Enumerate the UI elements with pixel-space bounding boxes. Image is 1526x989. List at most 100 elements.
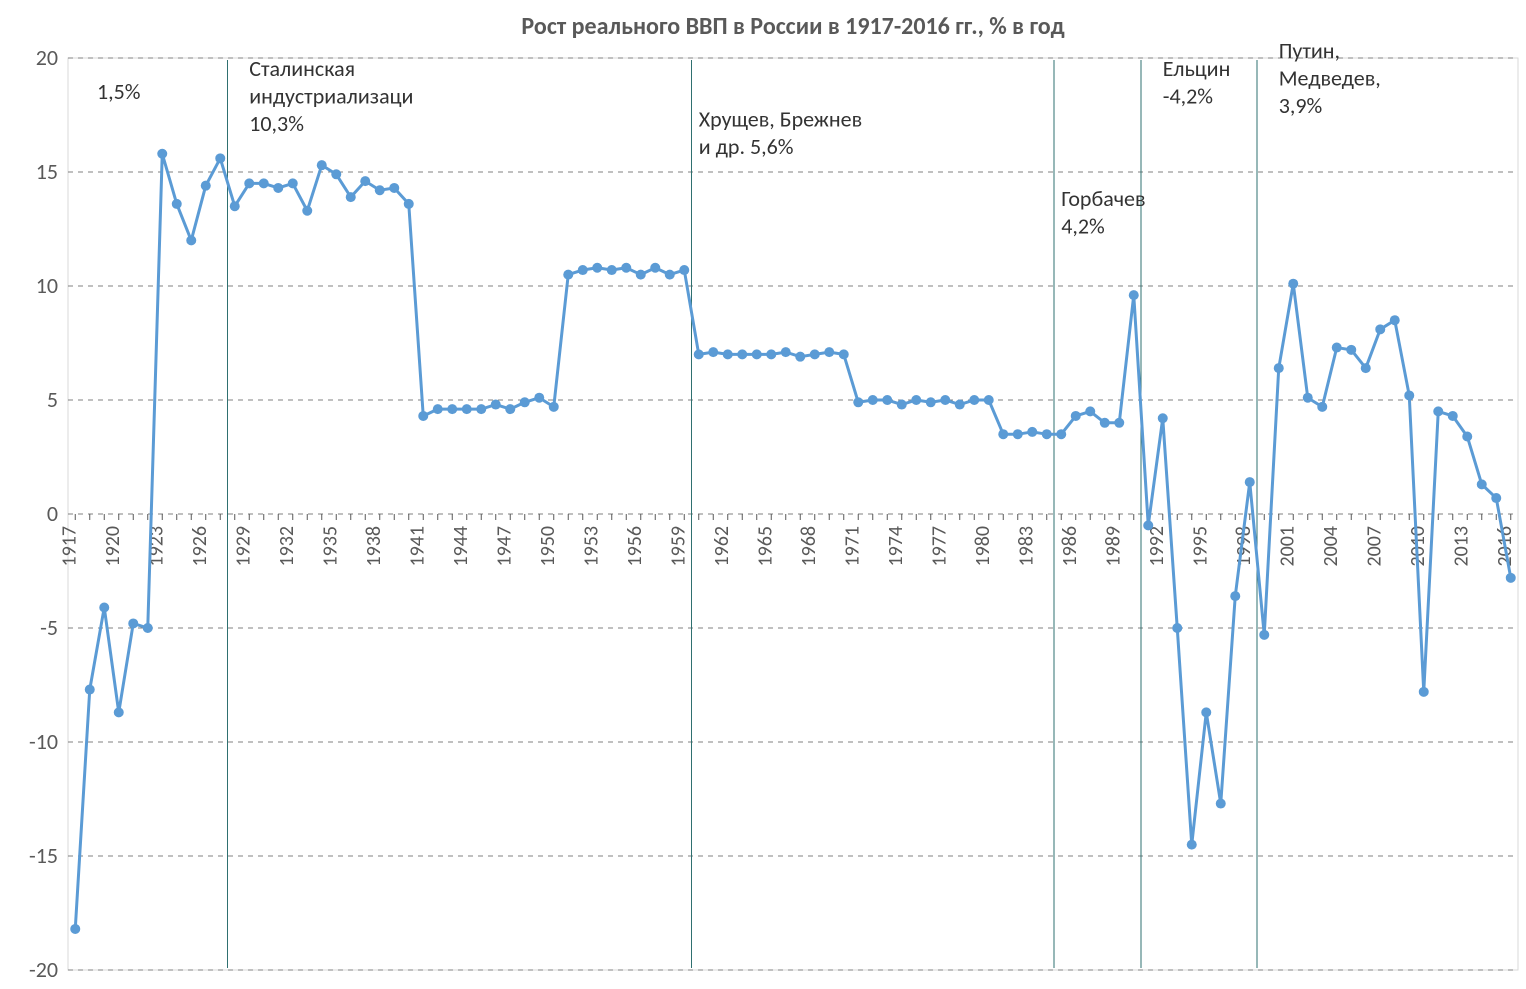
data-point (998, 429, 1008, 439)
x-tick-label: 1929 (231, 526, 255, 567)
data-point (1259, 630, 1269, 640)
data-point (534, 393, 544, 403)
data-point (389, 183, 399, 193)
period-annotation: Горбачев (1061, 185, 1145, 212)
data-point (230, 201, 240, 211)
x-tick-label: 1932 (275, 526, 299, 567)
data-point (897, 400, 907, 410)
data-point (447, 404, 457, 414)
data-point (839, 349, 849, 359)
data-point (520, 397, 530, 407)
data-point (128, 618, 138, 628)
data-point (665, 270, 675, 280)
y-tick-label: 10 (36, 272, 58, 299)
data-point (1462, 431, 1472, 441)
x-tick-label: 1950 (536, 526, 560, 567)
y-tick-label: 20 (36, 44, 58, 71)
data-point (491, 400, 501, 410)
data-point (99, 602, 109, 612)
data-point (1056, 429, 1066, 439)
data-point (708, 347, 718, 357)
data-point (418, 411, 428, 421)
data-point (563, 270, 573, 280)
data-point (882, 395, 892, 405)
data-point (795, 352, 805, 362)
data-point (1042, 429, 1052, 439)
x-tick-label: 2013 (1449, 526, 1473, 567)
x-tick-label: 1959 (666, 526, 690, 567)
data-point (1187, 840, 1197, 850)
data-point (1346, 345, 1356, 355)
data-point (462, 404, 472, 414)
y-tick-label: -15 (29, 842, 58, 869)
data-point (273, 183, 283, 193)
x-tick-label: 1983 (1014, 526, 1038, 567)
data-point (172, 199, 182, 209)
data-point (810, 349, 820, 359)
data-point (723, 349, 733, 359)
x-tick-label: 1989 (1101, 526, 1125, 567)
y-tick-label: -10 (29, 728, 58, 755)
x-tick-label: 2001 (1275, 526, 1299, 567)
y-tick-label: 5 (47, 386, 58, 413)
data-point (1172, 623, 1182, 633)
data-point (1390, 315, 1400, 325)
data-point (853, 397, 863, 407)
data-point (679, 265, 689, 275)
x-tick-label: 1938 (362, 526, 386, 567)
data-point (549, 402, 559, 412)
period-annotation: и др. 5,6% (699, 133, 794, 160)
data-point (1361, 363, 1371, 373)
data-point (1085, 406, 1095, 416)
x-tick-label: 2007 (1362, 526, 1386, 567)
data-point (984, 395, 994, 405)
data-point (781, 347, 791, 357)
data-point (911, 395, 921, 405)
x-tick-label: 1986 (1058, 526, 1082, 567)
period-annotation: 1,5% (97, 78, 141, 105)
x-tick-label: 1926 (188, 526, 212, 567)
data-point (1216, 799, 1226, 809)
data-point (1506, 573, 1516, 583)
data-point (766, 349, 776, 359)
x-tick-label: 1971 (840, 526, 864, 567)
x-tick-label: 1947 (492, 526, 516, 567)
x-tick-label: 1968 (797, 526, 821, 567)
data-point (578, 265, 588, 275)
data-point (302, 206, 312, 216)
data-point (1419, 687, 1429, 697)
period-annotation: 10,3% (249, 110, 304, 137)
data-point (1143, 520, 1153, 530)
data-point (201, 181, 211, 191)
data-point (1114, 418, 1124, 428)
period-annotation: Путин, (1279, 37, 1340, 64)
data-point (1404, 390, 1414, 400)
x-tick-label: 1941 (405, 526, 429, 567)
data-point (1491, 493, 1501, 503)
data-point (926, 397, 936, 407)
x-tick-label: 1995 (1188, 526, 1212, 567)
data-point (592, 263, 602, 273)
data-point (1158, 413, 1168, 423)
data-point (1201, 707, 1211, 717)
data-point (607, 265, 617, 275)
data-point (650, 263, 660, 273)
x-tick-label: 1992 (1145, 526, 1169, 567)
x-tick-label: 1962 (710, 526, 734, 567)
data-point (1100, 418, 1110, 428)
data-point (1013, 429, 1023, 439)
data-point (1071, 411, 1081, 421)
data-point (288, 178, 298, 188)
period-annotation: Хрущев, Брежнев (699, 105, 862, 132)
chart-svg: -20-15-10-505101520191719201923192619291… (0, 0, 1526, 989)
data-point (1288, 279, 1298, 289)
data-point (1448, 411, 1458, 421)
data-point (737, 349, 747, 359)
period-annotation: Ельцин (1163, 55, 1231, 82)
data-point (1303, 393, 1313, 403)
data-point (1433, 406, 1443, 416)
data-point (694, 349, 704, 359)
data-point (1230, 591, 1240, 601)
x-tick-label: 1956 (623, 526, 647, 567)
data-point (505, 404, 515, 414)
